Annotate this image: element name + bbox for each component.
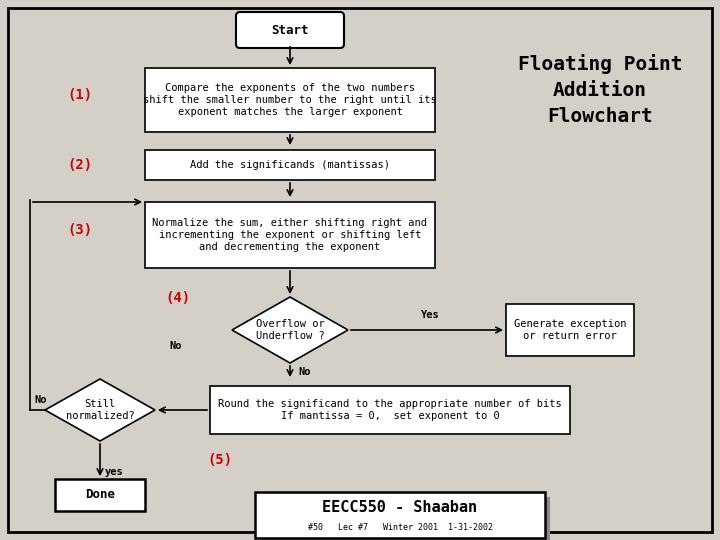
- Text: yes: yes: [105, 467, 124, 477]
- Text: (4): (4): [166, 291, 191, 305]
- Text: (1): (1): [68, 88, 93, 102]
- Bar: [55, 479, 145, 511]
- FancyBboxPatch shape: [236, 12, 344, 48]
- Bar: [210, 386, 570, 434]
- Text: (3): (3): [68, 223, 93, 237]
- Text: No: No: [298, 367, 310, 377]
- Text: Floating Point
Addition
Flowchart: Floating Point Addition Flowchart: [518, 53, 683, 126]
- Text: EECC550 - Shaaban: EECC550 - Shaaban: [323, 500, 477, 515]
- Text: Compare the exponents of the two numbers
shift the smaller number to the right u: Compare the exponents of the two numbers…: [143, 83, 437, 117]
- Text: Overflow or
Underflow ?: Overflow or Underflow ?: [256, 319, 325, 341]
- Text: (5): (5): [207, 453, 233, 467]
- Text: Normalize the sum, either shifting right and
incrementing the exponent or shifti: Normalize the sum, either shifting right…: [153, 218, 428, 252]
- Polygon shape: [232, 297, 348, 363]
- Text: Add the significands (mantissas): Add the significands (mantissas): [190, 160, 390, 170]
- Bar: [145, 202, 435, 268]
- Text: #50   Lec #7   Winter 2001  1-31-2002: #50 Lec #7 Winter 2001 1-31-2002: [307, 523, 492, 531]
- Bar: [145, 68, 435, 132]
- Bar: [255, 492, 545, 538]
- Text: Still
normalized?: Still normalized?: [66, 399, 135, 421]
- Bar: [145, 150, 435, 180]
- Text: Yes: Yes: [420, 310, 439, 320]
- Bar: [260, 497, 550, 540]
- Text: Start: Start: [271, 24, 309, 37]
- Text: Done: Done: [85, 489, 115, 502]
- Text: Generate exception
or return error: Generate exception or return error: [514, 319, 626, 341]
- Text: Round the significand to the appropriate number of bits
If mantissa = 0,  set ex: Round the significand to the appropriate…: [218, 399, 562, 421]
- Polygon shape: [45, 379, 155, 441]
- Text: No: No: [34, 395, 47, 405]
- Bar: [506, 304, 634, 356]
- Text: No: No: [170, 341, 182, 351]
- Text: (2): (2): [68, 158, 93, 172]
